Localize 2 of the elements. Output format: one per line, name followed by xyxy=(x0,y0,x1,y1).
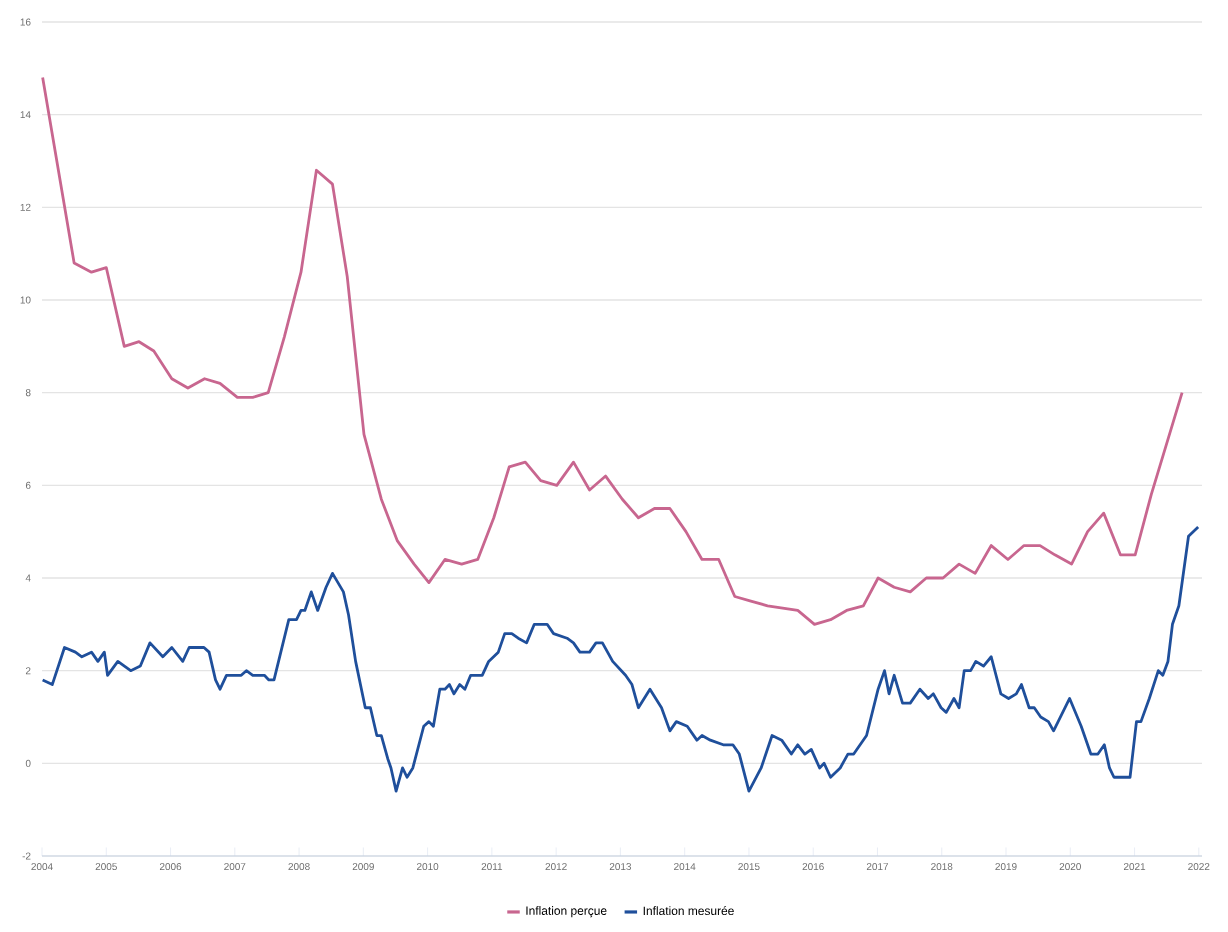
line-series xyxy=(41,525,1200,793)
line-series xyxy=(41,76,1184,626)
